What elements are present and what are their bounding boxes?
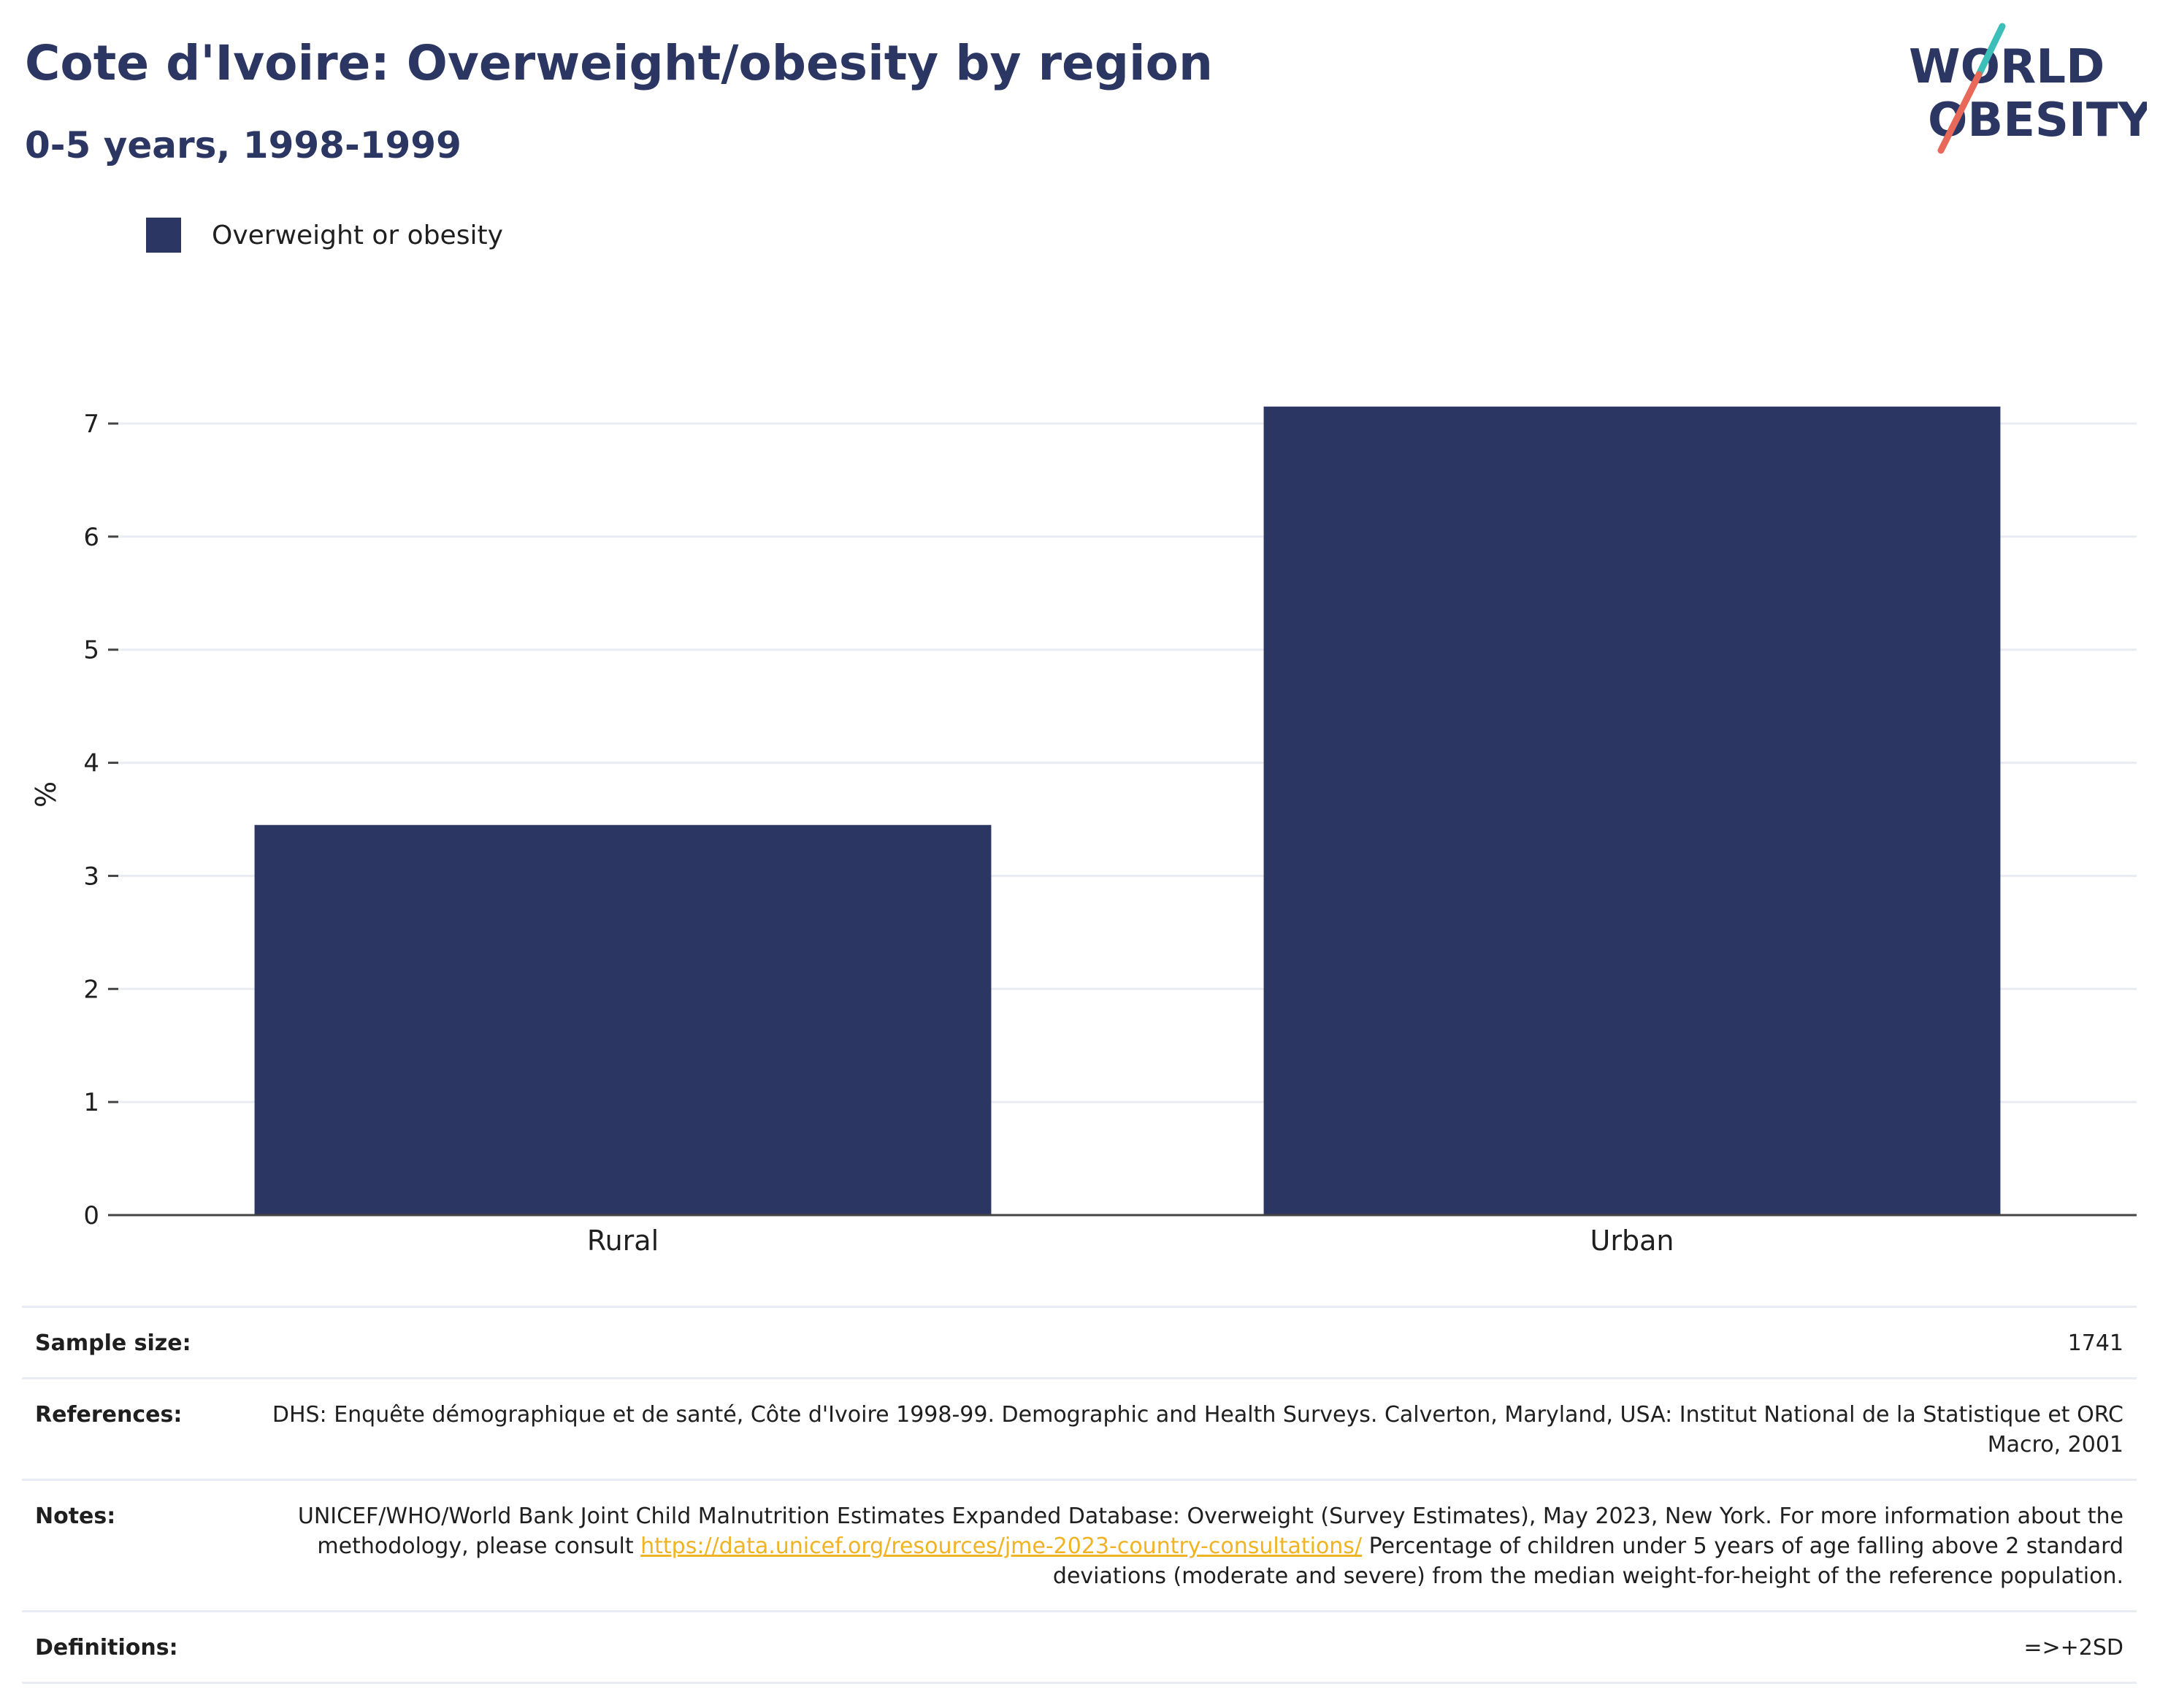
logo-slash-teal [1975,23,2006,78]
info-row-references: References: DHS: Enquête démographique e… [22,1377,2137,1479]
notes-link[interactable]: https://data.unicef.org/resources/jme-20… [640,1533,1363,1559]
legend: Overweight or obesity [146,218,503,253]
y-tick-label: 4 [83,749,99,778]
chart-title: Cote d'Ivoire: Overweight/obesity by reg… [25,35,1213,91]
bar-rural[interactable] [254,824,992,1215]
y-tick-labels: 0 1 2 3 4 5 6 7 [83,410,118,1230]
y-axis-label: % [30,781,62,808]
notes-value: UNICEF/WHO/World Bank Joint Child Malnut… [254,1501,2123,1591]
sample-size-label: Sample size: [35,1330,191,1356]
y-tick-label: 5 [83,636,99,665]
y-tick-label: 6 [83,523,99,552]
x-category-label: Urban [1590,1225,1674,1257]
y-tick-label: 7 [83,410,99,439]
world-obesity-logo[interactable]: WORLD OBESITY [1906,20,2147,159]
notes-text-after: Percentage of children under 5 years of … [1052,1533,2123,1589]
notes-label: Notes: [35,1504,116,1529]
y-tick-label: 1 [83,1088,99,1117]
info-row-sample-size: Sample size: 1741 [22,1306,2137,1377]
definitions-value: =>+2SD [2023,1635,2123,1661]
references-label: References: [35,1402,183,1428]
definitions-label: Definitions: [35,1635,178,1661]
legend-swatch [146,218,181,253]
logo-slash-coral [1937,71,1983,154]
bar-urban[interactable] [1263,406,2001,1215]
sample-size-value: 1741 [2067,1330,2123,1356]
y-tick-label: 2 [83,975,99,1004]
notes-text-before: UNICEF/WHO/World Bank Joint Child Malnut… [297,1504,2123,1559]
x-category-label: Rural [587,1225,659,1257]
info-row-notes: Notes: UNICEF/WHO/World Bank Joint Child… [22,1479,2137,1610]
chart-subtitle: 0-5 years, 1998-1999 [25,124,462,166]
logo-line1: WORLD [1909,40,2105,94]
bar-chart: 0 1 2 3 4 5 6 7 Rural Urban % [30,406,2137,1257]
x-category-labels: Rural Urban [587,1225,1674,1257]
legend-label: Overweight or obesity [212,220,503,250]
info-row-definitions: Definitions: =>+2SD [22,1610,2137,1684]
y-tick-label: 3 [83,862,99,891]
bars [254,406,2001,1215]
info-table: Sample size: 1741 References: DHS: Enquê… [22,1306,2137,1684]
references-value: DHS: Enquête démographique et de santé, … [272,1402,2123,1458]
y-tick-label: 0 [83,1201,99,1230]
